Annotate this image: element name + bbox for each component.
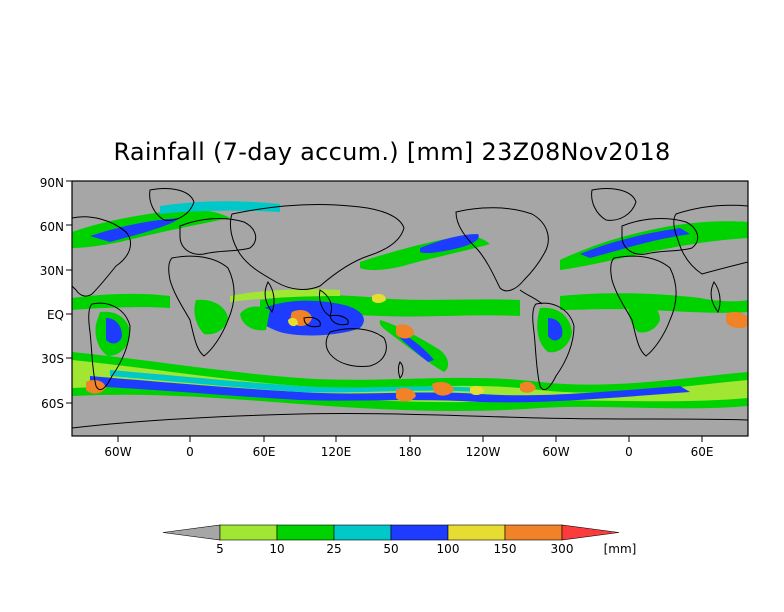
precip-heavy-maritime-yellow — [288, 317, 298, 327]
precip-band-north-pacific-blue — [420, 234, 479, 254]
precip-band-itcz-atlantic-right — [560, 293, 748, 313]
precip-band-maritime-green — [240, 306, 270, 331]
precip-heavy-southern-2 — [432, 382, 454, 396]
color-legend: 5 10 25 50 100 150 300 [mm] — [162, 524, 637, 556]
legend-below-triangle — [162, 524, 221, 541]
precip-band-north-atlantic-left-blue — [90, 218, 180, 242]
y-label-eq: EQ — [47, 308, 64, 322]
legend-color-box — [219, 524, 278, 541]
precip-band-spcz-blue — [398, 332, 434, 362]
x-label-180: 180 — [399, 445, 422, 459]
precip-heavy-southern-3 — [520, 381, 536, 393]
x-label-60w-2: 60W — [542, 445, 569, 459]
x-label-60e-2: 60E — [691, 445, 714, 459]
legend-label-25: 25 — [326, 542, 341, 556]
precip-band-africa-right — [628, 299, 660, 333]
x-axis-ticks — [117, 436, 703, 442]
legend-color-boxes — [162, 524, 620, 541]
x-axis-labels: 60W 0 60E 120E 180 120W 60W 0 60E — [104, 445, 713, 459]
precip-heavy-pacific-yellow — [372, 293, 386, 303]
precip-band-itcz-pacific-lime — [230, 289, 340, 302]
x-label-60w: 60W — [104, 445, 131, 459]
x-label-120w: 120W — [466, 445, 501, 459]
y-axis-ticks — [66, 180, 72, 404]
precip-band-south-america-right-blue — [548, 318, 563, 341]
legend-label-150: 150 — [494, 542, 517, 556]
legend-label-300: 300 — [551, 542, 574, 556]
precip-band-north-atlantic-blue — [580, 228, 690, 258]
legend-threshold-labels: 5 10 25 50 100 150 300 — [216, 542, 573, 556]
x-label-60e: 60E — [253, 445, 276, 459]
legend-label-10: 10 — [269, 542, 284, 556]
precip-heavy-indian-ocean — [726, 311, 748, 329]
y-label-60s: 60S — [41, 397, 64, 411]
legend-unit: [mm] — [604, 542, 637, 556]
y-label-90n: 90N — [40, 176, 64, 190]
legend-label-50: 50 — [383, 542, 398, 556]
precip-band-south-america-blue — [106, 318, 122, 344]
y-label-30s: 30S — [41, 352, 64, 366]
coastlines — [72, 188, 748, 429]
precip-band-itcz-atlantic — [72, 293, 170, 310]
x-label-0: 0 — [186, 445, 194, 459]
precip-heavy-pacific — [396, 324, 414, 339]
precip-band-southern-blue — [90, 376, 690, 403]
rainfall-field — [72, 188, 748, 429]
y-label-30n: 30N — [40, 264, 64, 278]
x-label-120e: 120E — [321, 445, 352, 459]
legend-color-box — [447, 524, 506, 541]
legend-color-box — [390, 524, 449, 541]
legend-label-5: 5 — [216, 542, 224, 556]
legend-above-triangle — [561, 524, 620, 541]
precip-band-africa — [194, 299, 228, 335]
precip-heavy-southern-4 — [470, 385, 484, 395]
map-title: Rainfall (7-day accum.) [mm] 23Z08Nov201… — [113, 138, 671, 166]
legend-color-box — [276, 524, 335, 541]
precip-band-north-atlantic — [560, 221, 748, 270]
legend-color-box — [504, 524, 563, 541]
y-label-60n: 60N — [40, 220, 64, 234]
legend-label-100: 100 — [437, 542, 460, 556]
y-axis-labels: 90N 60N 30N EQ 30S 60S — [40, 176, 64, 411]
legend-color-box — [333, 524, 392, 541]
x-label-0-2: 0 — [625, 445, 633, 459]
precip-heavy-southern-1 — [396, 388, 416, 402]
